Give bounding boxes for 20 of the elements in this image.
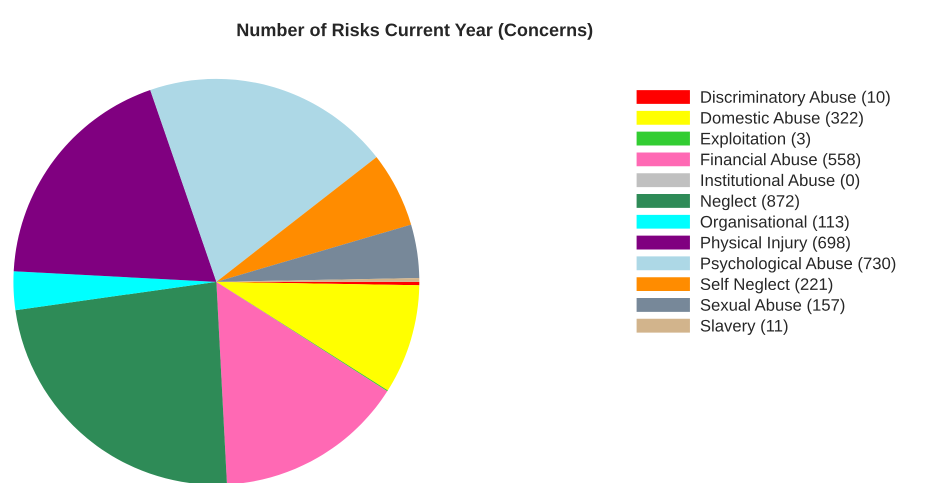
pie-slice xyxy=(216,157,412,282)
legend-label: Sexual Abuse (157) xyxy=(700,298,844,314)
legend-label: Slavery (11) xyxy=(700,319,788,335)
legend-label: Domestic Abuse (322) xyxy=(701,111,863,128)
legend-label: Psychological Abuse (730) xyxy=(701,257,896,273)
legend-label: Financial Abuse (558) xyxy=(701,153,860,169)
legend-label: Discriminatory Abuse (10) xyxy=(701,90,890,106)
pie-slice xyxy=(216,282,388,483)
chart-title: Number of Risks Current Year (Concerns) xyxy=(237,22,592,40)
pie-slice xyxy=(14,90,216,282)
pie-slice xyxy=(216,224,420,282)
legend-label: Institutional Abuse (0) xyxy=(701,174,860,190)
legend-label: Physical Injury (698) xyxy=(701,236,850,252)
legend-label: Self Neglect (221) xyxy=(700,278,832,294)
legend-label: Neglect (872) xyxy=(701,194,799,210)
pie-slice xyxy=(216,282,420,390)
legend-label: Exploitation (3) xyxy=(701,132,810,148)
legend-label: Organisational (113) xyxy=(700,215,849,231)
pie-slice xyxy=(150,78,377,282)
pie-slice xyxy=(15,282,227,483)
